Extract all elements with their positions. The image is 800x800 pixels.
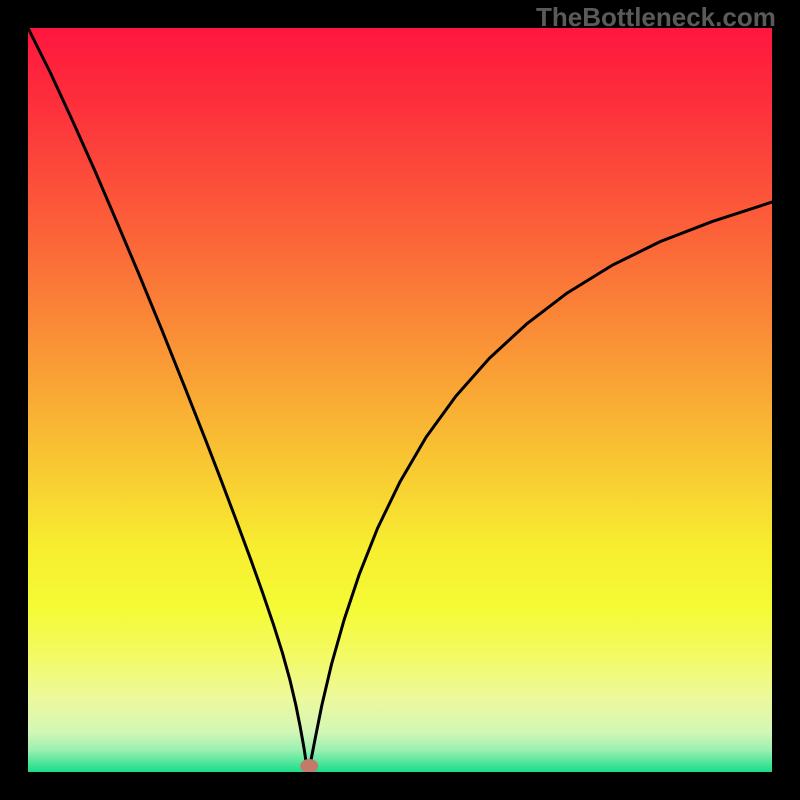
notch-marker xyxy=(300,759,318,772)
plot-area xyxy=(28,28,772,772)
curve-right-branch xyxy=(308,202,772,772)
chart-svg xyxy=(28,28,772,772)
curve-left-branch xyxy=(28,28,308,772)
watermark-text: TheBottleneck.com xyxy=(536,2,776,33)
